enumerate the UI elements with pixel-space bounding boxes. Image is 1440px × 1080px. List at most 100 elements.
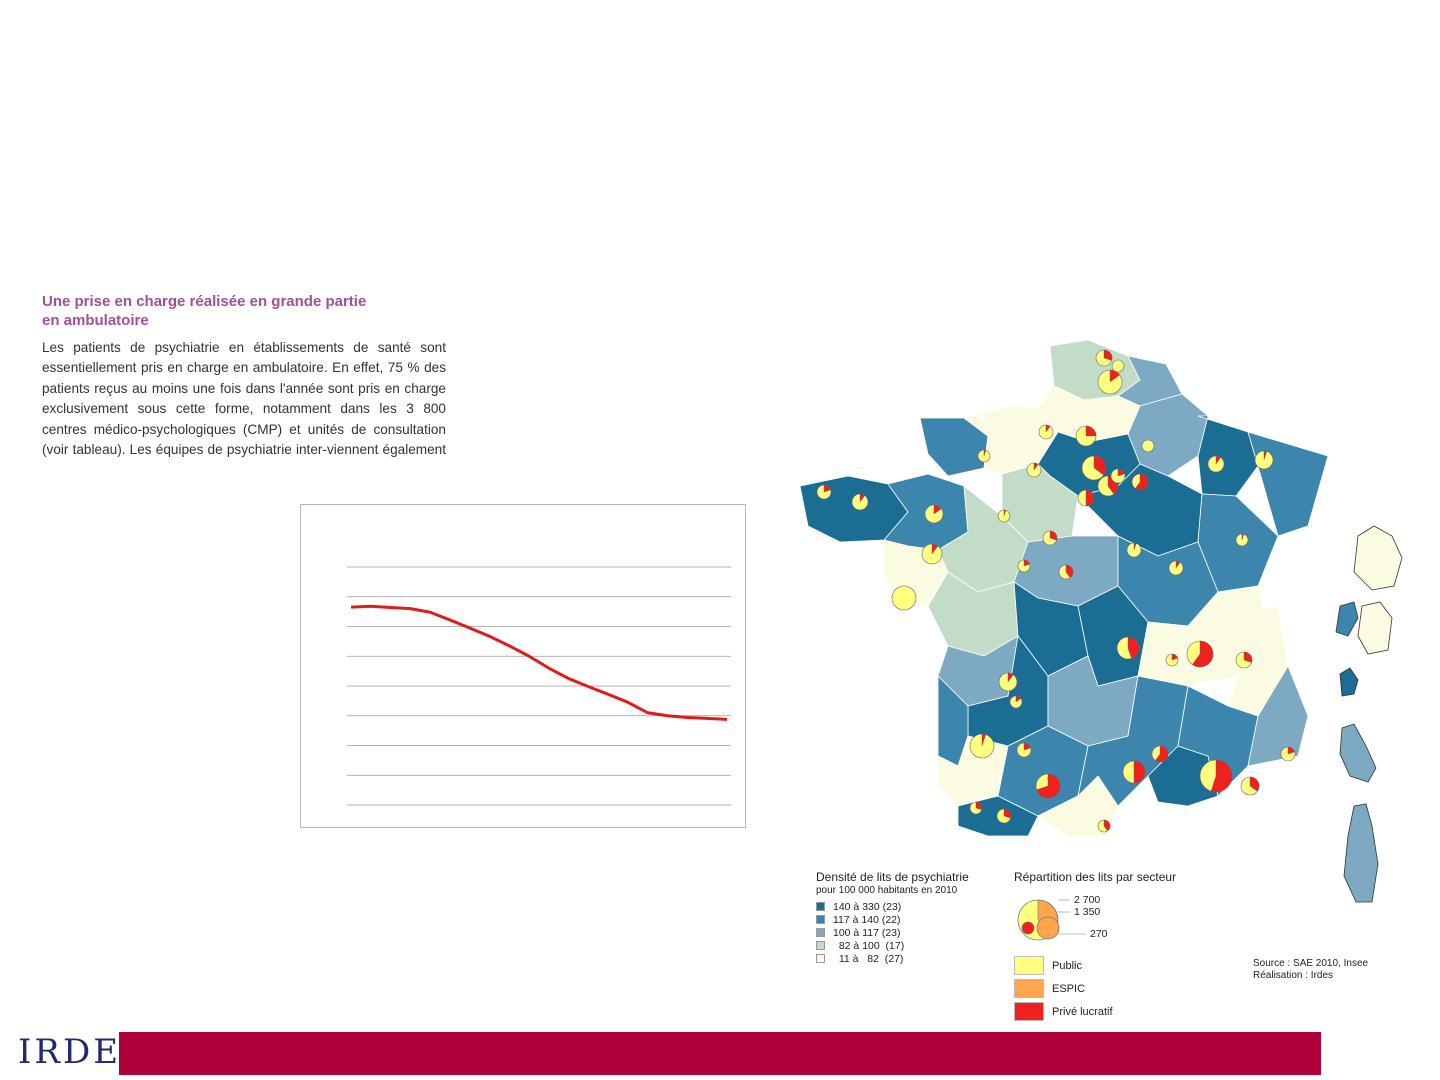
density-swatch-4 xyxy=(816,941,825,950)
sector-pie-slice-prive xyxy=(1023,742,1031,751)
sector-pie-slice-prive xyxy=(1007,672,1014,683)
prive-swatch xyxy=(1014,1002,1044,1021)
size-2700: 2 700 xyxy=(1074,894,1101,906)
sector-type-espic: ESPIC xyxy=(1014,977,1214,1000)
sector-pie-slice-prive xyxy=(1210,759,1233,793)
line-chart-svg xyxy=(347,566,731,806)
excerpt-paragraph: Les patients de psychiatrie en établisse… xyxy=(42,340,446,458)
density-swatch-2 xyxy=(816,915,825,924)
sector-pie-slice-prive xyxy=(1241,533,1245,541)
prive-label: Privé lucratif xyxy=(1052,1005,1113,1018)
sector-pie-slice-prive xyxy=(975,801,983,811)
density-swatch-3 xyxy=(816,928,825,937)
map-source: Source : SAE 2010, Insee Réalisation : I… xyxy=(1253,958,1368,982)
density-legend-item: 140 à 330 (23) xyxy=(816,900,1006,913)
density-label-3: 100 à 117 (23) xyxy=(833,926,901,939)
public-label: Public xyxy=(1052,959,1082,972)
sector-pie-slice-prive xyxy=(1023,559,1030,567)
sector-pie-slice-prive xyxy=(1065,564,1074,578)
sector-pie-slice-prive xyxy=(859,493,865,503)
excerpt-title: Une prise en charge réalisée en grande p… xyxy=(42,292,446,330)
report-excerpt: Une prise en charge réalisée en grande p… xyxy=(42,292,446,462)
public-swatch xyxy=(1014,956,1044,975)
footer-bar xyxy=(119,1032,1321,1075)
sector-pie-slice-prive xyxy=(1117,468,1125,477)
density-swatch-1 xyxy=(816,902,825,911)
sector-pie-slice-prive xyxy=(1093,455,1107,476)
espic-label: ESPIC xyxy=(1052,982,1086,995)
overseas-territories xyxy=(1335,525,1403,903)
sector-pie-slice-prive xyxy=(1192,640,1214,668)
density-label-4: 82 à 100 (17) xyxy=(833,939,905,952)
density-legend: Densité de lits de psychiatrie pour 100 … xyxy=(816,870,1006,965)
sector-pie-slice-prive xyxy=(823,484,831,493)
density-legend-item: 117 à 140 (22) xyxy=(816,913,1006,926)
sector-pie-slice-prive xyxy=(1036,773,1061,799)
sector-pie-slice-prive xyxy=(1243,651,1253,663)
density-label-2: 117 à 140 (22) xyxy=(833,913,901,926)
sector-legend: Répartition des lits par secteur 2 700 1… xyxy=(1014,870,1214,1023)
sector-pie-slice-prive xyxy=(981,733,986,747)
sector-pies xyxy=(816,349,1296,833)
sector-pie-slice-prive xyxy=(1103,349,1113,361)
excerpt-title-line2: en ambulatoire xyxy=(42,312,149,329)
density-legend-subtitle: pour 100 000 habitants en 2010 xyxy=(816,885,958,896)
sector-pie-slice-prive xyxy=(1175,560,1181,569)
france-map-svg xyxy=(799,339,1403,903)
sector-pie-slice-prive xyxy=(1015,695,1022,703)
region-cote-azur xyxy=(1247,665,1309,767)
sector-pie-slice-prive xyxy=(983,449,987,457)
sector-pie-slice-prive xyxy=(1249,776,1260,792)
source-line1: Source : SAE 2010, Insee xyxy=(1253,958,1369,969)
region-martinique xyxy=(1339,723,1377,783)
sector-pie-slice-prive xyxy=(1171,653,1178,661)
sector-pie-slice-prive xyxy=(1287,746,1295,755)
sector-pie-slice-prive xyxy=(1155,745,1169,763)
sector-pie-slice-prive xyxy=(1003,509,1007,517)
sector-pie-slice-prive xyxy=(1045,424,1051,433)
mainland-france xyxy=(799,339,1329,837)
sector-pie xyxy=(1141,439,1155,453)
sector-pie-slice-prive xyxy=(1033,462,1039,471)
sector-pie-slice-prive xyxy=(1085,425,1097,437)
series-line-0 xyxy=(350,604,728,721)
sector-pie-slice-prive xyxy=(1049,530,1058,541)
sector-pie xyxy=(1111,359,1125,373)
france-map xyxy=(788,336,1428,916)
density-legend-item: 11 à 82 (27) xyxy=(816,952,1006,965)
size-270: 270 xyxy=(1090,928,1108,940)
size-1350: 1 350 xyxy=(1074,906,1101,918)
sector-size-svg xyxy=(1017,899,1086,941)
sector-pie-slice-prive xyxy=(1215,455,1221,465)
density-label-5: 11 à 82 (27) xyxy=(833,952,904,965)
excerpt-title-line1: Une prise en charge réalisée en grande p… xyxy=(42,293,367,310)
density-label-1: 140 à 330 (23) xyxy=(833,900,902,913)
density-legend-item: 100 à 117 (23) xyxy=(816,926,1006,939)
sector-pie-slice-prive xyxy=(1133,760,1146,784)
sector-size-legend: 2 700 1 350 270 xyxy=(1014,884,1214,954)
sector-legend-title: Répartition des lits par secteur xyxy=(1014,870,1177,884)
region-reunion-a xyxy=(1335,601,1359,637)
espic-swatch xyxy=(1014,979,1044,998)
sector-pie-slice-prive xyxy=(1003,808,1012,819)
sector-pie xyxy=(891,585,917,611)
sector-type-prive: Privé lucratif xyxy=(1014,1000,1214,1023)
sector-pie-slice-prive xyxy=(1085,489,1095,507)
region-reunion-b xyxy=(1357,601,1393,655)
sector-pie-slice-prive xyxy=(933,504,942,515)
sector-pie-slice-prive xyxy=(1263,450,1268,461)
region-lorraine xyxy=(1197,415,1259,497)
density-legend-item: 82 à 100 (17) xyxy=(816,939,1006,952)
source-line2: Réalisation : Irdes xyxy=(1253,970,1334,981)
sector-pie-slice-prive xyxy=(1135,473,1149,491)
region-guyane xyxy=(1353,525,1403,591)
density-swatch-5 xyxy=(816,954,825,963)
region-corse xyxy=(1343,803,1379,903)
sector-pie-slice-prive xyxy=(1133,542,1137,551)
sector-pie-slice-prive xyxy=(1127,636,1140,659)
sector-pie-slice-prive xyxy=(931,543,939,555)
sector-pie-slice-prive xyxy=(1103,819,1111,832)
line-chart xyxy=(300,504,746,828)
density-legend-title: Densité de lits de psychiatrie xyxy=(816,870,969,884)
region-guadeloupe xyxy=(1339,667,1359,697)
